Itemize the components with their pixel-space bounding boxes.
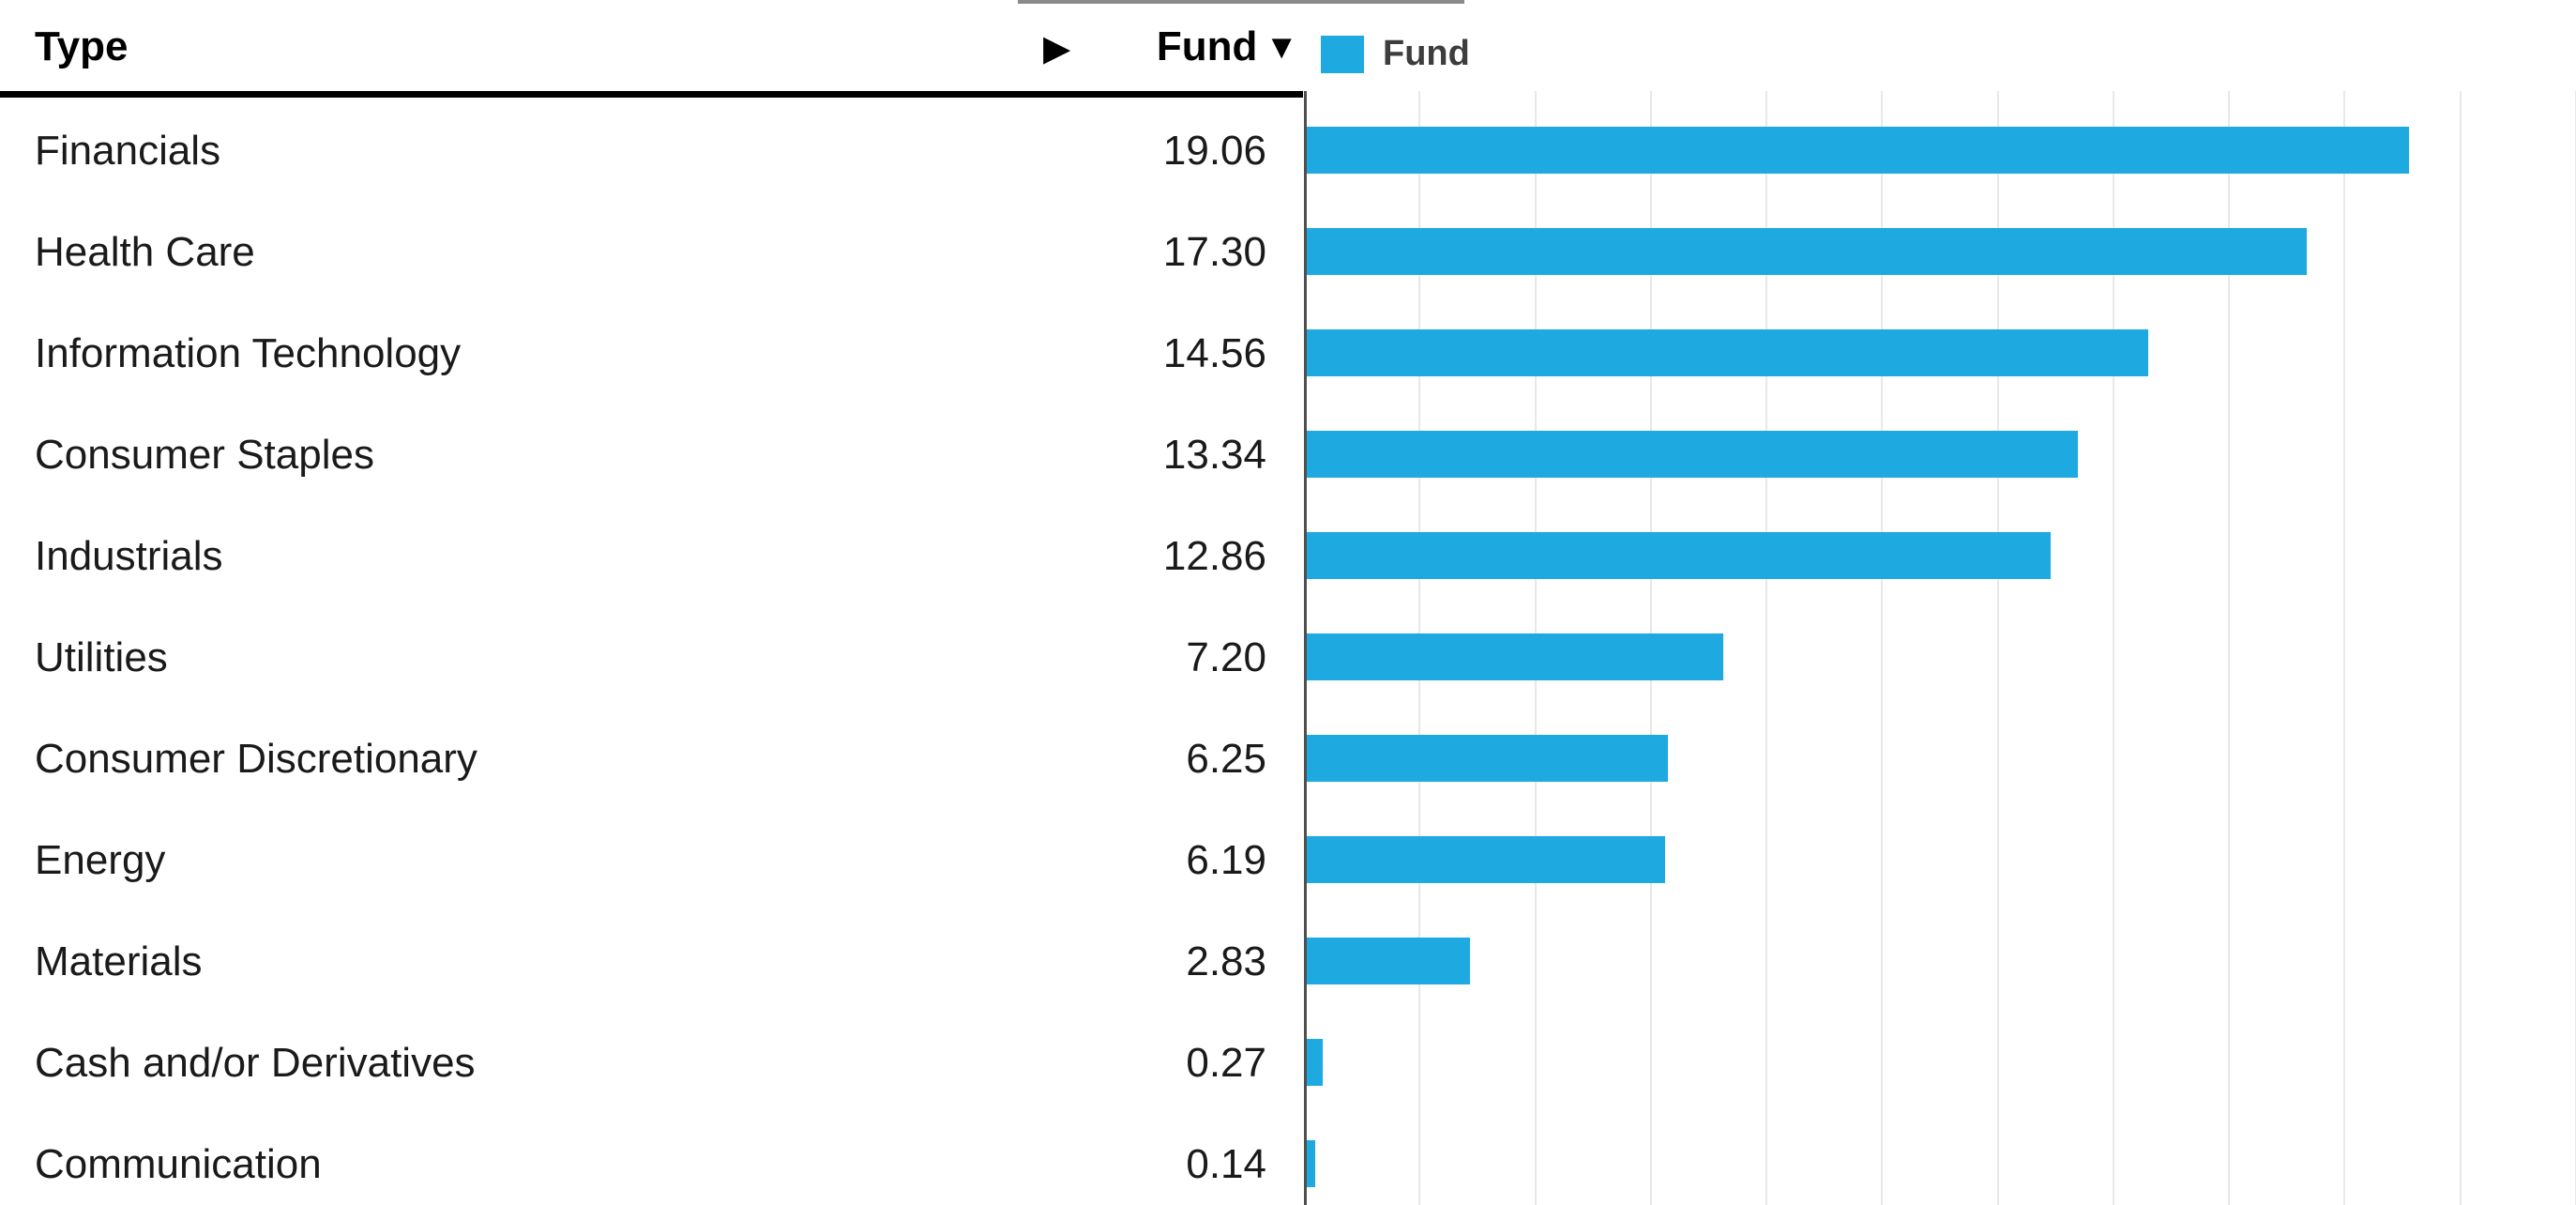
row-type-label: Industrials bbox=[35, 533, 223, 579]
gridline bbox=[1881, 91, 1883, 1205]
bar-chart-plot-area bbox=[1304, 91, 2576, 1205]
bar-consumer-discretionary[interactable] bbox=[1307, 735, 1668, 782]
bar-financials[interactable] bbox=[1307, 127, 2409, 174]
row-type-label: Communication bbox=[35, 1141, 322, 1187]
row-fund-value: 17.30 bbox=[1162, 229, 1266, 275]
legend-swatch bbox=[1321, 35, 1364, 73]
cutoff-element-top bbox=[1018, 0, 1464, 4]
row-fund-value: 0.27 bbox=[1186, 1040, 1266, 1086]
row-fund-value: 12.86 bbox=[1162, 533, 1266, 579]
row-type-label: Materials bbox=[35, 938, 203, 984]
gridline bbox=[1997, 91, 1999, 1205]
bar-industrials[interactable] bbox=[1307, 532, 2051, 579]
sort-desc-icon: ▼ bbox=[1265, 27, 1298, 66]
row-type-label: Consumer Discretionary bbox=[35, 736, 477, 782]
bar-cash-and-or-derivatives[interactable] bbox=[1307, 1039, 1323, 1086]
row-fund-value: 2.83 bbox=[1186, 938, 1266, 984]
bar-health-care[interactable] bbox=[1307, 228, 2307, 275]
fund-column-header-label: Fund bbox=[1156, 23, 1258, 69]
gridline bbox=[2343, 91, 2345, 1205]
row-type-label: Cash and/or Derivatives bbox=[35, 1040, 476, 1086]
row-fund-value: 7.20 bbox=[1186, 634, 1266, 680]
row-fund-value: 14.56 bbox=[1162, 330, 1266, 376]
legend-item-fund[interactable]: Fund bbox=[1321, 34, 1470, 74]
gridline bbox=[2460, 91, 2462, 1205]
bar-materials[interactable] bbox=[1307, 938, 1470, 984]
y-axis-line bbox=[1304, 91, 1307, 1205]
row-type-label: Financials bbox=[35, 128, 221, 174]
bar-information-technology[interactable] bbox=[1307, 329, 2148, 376]
legend-label: Fund bbox=[1383, 34, 1470, 73]
bar-utilities[interactable] bbox=[1307, 633, 1723, 680]
row-fund-value: 19.06 bbox=[1162, 128, 1266, 174]
row-fund-value: 6.19 bbox=[1186, 837, 1266, 883]
row-type-label: Utilities bbox=[35, 634, 168, 680]
fund-column-header[interactable]: Fund ▼ bbox=[938, 21, 1298, 73]
row-type-label: Energy bbox=[35, 837, 166, 883]
gridline bbox=[1765, 91, 1767, 1205]
gridline bbox=[2228, 91, 2230, 1205]
row-fund-value: 6.25 bbox=[1186, 736, 1266, 782]
bar-consumer-staples[interactable] bbox=[1307, 431, 2078, 478]
header-divider bbox=[0, 91, 1303, 98]
expand-columns-icon[interactable]: ▶ bbox=[1043, 29, 1071, 69]
row-type-label: Health Care bbox=[35, 229, 255, 275]
bar-communication[interactable] bbox=[1307, 1140, 1315, 1187]
row-type-label: Information Technology bbox=[35, 330, 462, 376]
bar-energy[interactable] bbox=[1307, 836, 1665, 883]
row-fund-value: 13.34 bbox=[1162, 432, 1266, 478]
row-fund-value: 0.14 bbox=[1186, 1141, 1266, 1187]
row-type-label: Consumer Staples bbox=[35, 432, 374, 478]
type-column-header: Type bbox=[35, 23, 129, 69]
gridline bbox=[2113, 91, 2114, 1205]
